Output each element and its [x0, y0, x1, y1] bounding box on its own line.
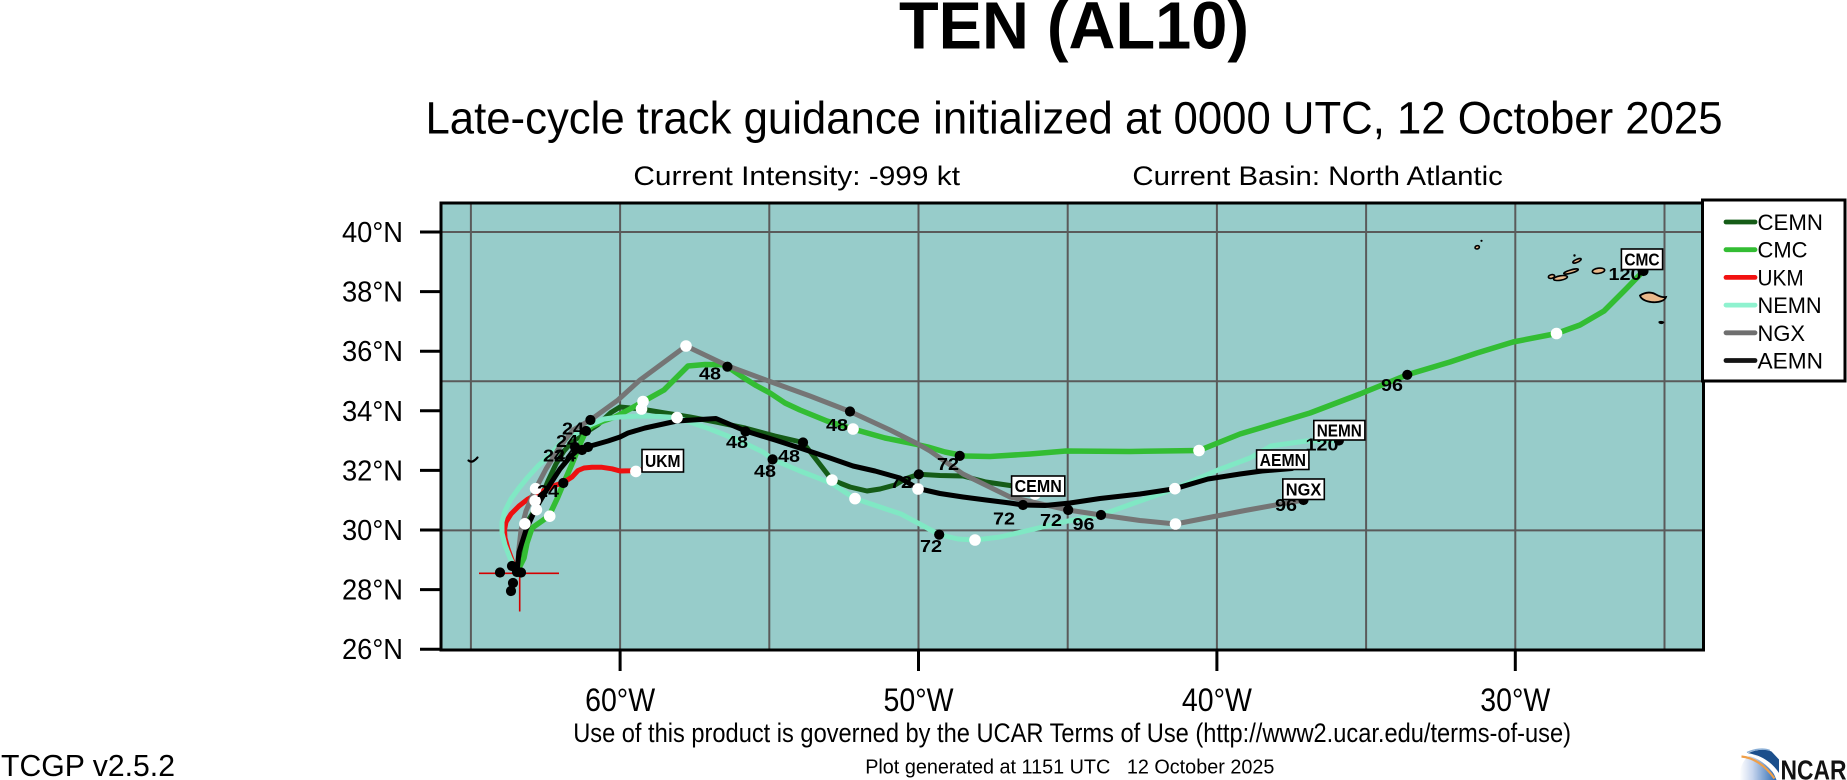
svg-text:Current Basin: North Atlantic: Current Basin: North Atlantic — [1132, 161, 1502, 191]
svg-text:96: 96 — [1381, 375, 1403, 395]
svg-text:40°N: 40°N — [342, 217, 403, 249]
svg-text:CEMN: CEMN — [1758, 210, 1823, 235]
svg-text:72: 72 — [937, 454, 959, 474]
svg-text:40°W: 40°W — [1182, 682, 1253, 718]
svg-text:34°N: 34°N — [342, 396, 403, 428]
svg-text:AEMN: AEMN — [1758, 349, 1824, 374]
svg-text:NEMN: NEMN — [1317, 420, 1362, 440]
svg-text:50°W: 50°W — [884, 682, 955, 718]
svg-text:24: 24 — [537, 481, 559, 501]
svg-text:36°N: 36°N — [342, 336, 403, 368]
svg-text:Use of this product is governe: Use of this product is governed by the U… — [573, 718, 1571, 748]
svg-text:NEMN: NEMN — [1758, 293, 1822, 318]
svg-text:48: 48 — [754, 461, 776, 481]
svg-text:26°N: 26°N — [342, 634, 403, 666]
svg-text:28°N: 28°N — [342, 575, 403, 607]
svg-text:48: 48 — [778, 446, 800, 466]
svg-text:60°W: 60°W — [585, 682, 656, 718]
svg-text:32°N: 32°N — [342, 455, 403, 487]
svg-text:48: 48 — [726, 432, 748, 452]
svg-text:48: 48 — [699, 364, 721, 384]
svg-text:72: 72 — [1040, 510, 1062, 530]
svg-text:UKM: UKM — [645, 451, 681, 471]
svg-text:48: 48 — [826, 415, 848, 435]
svg-text:CMC: CMC — [1758, 238, 1808, 263]
svg-text:Current Intensity: -999 kt: Current Intensity: -999 kt — [633, 161, 960, 191]
svg-text:NGX: NGX — [1758, 321, 1806, 346]
svg-text:NGX: NGX — [1286, 479, 1322, 499]
svg-text:CMC: CMC — [1624, 249, 1660, 269]
svg-text:NCAR: NCAR — [1781, 755, 1847, 780]
svg-text:TCGP v2.5.2: TCGP v2.5.2 — [1, 748, 175, 780]
svg-text:96: 96 — [1073, 514, 1095, 534]
svg-text:CEMN: CEMN — [1015, 476, 1062, 496]
svg-text:24: 24 — [562, 419, 584, 439]
svg-text:72: 72 — [993, 509, 1015, 529]
svg-text:38°N: 38°N — [342, 277, 403, 309]
svg-text:30°N: 30°N — [342, 515, 403, 547]
svg-text:24: 24 — [556, 431, 578, 451]
svg-text:72: 72 — [890, 472, 912, 492]
svg-text:Late-cycle track guidance init: Late-cycle track guidance initialized at… — [426, 93, 1723, 144]
svg-text:AEMN: AEMN — [1260, 450, 1306, 470]
svg-text:TEN (AL10): TEN (AL10) — [899, 0, 1249, 64]
svg-text:24: 24 — [543, 446, 565, 466]
svg-text:24: 24 — [554, 446, 576, 466]
svg-text:Plot generated at 1151 UTC 1: Plot generated at 1151 UTC 12 October 20… — [865, 757, 1274, 779]
svg-text:72: 72 — [920, 536, 942, 556]
svg-text:UKM: UKM — [1758, 265, 1804, 290]
svg-text:30°W: 30°W — [1480, 682, 1551, 718]
